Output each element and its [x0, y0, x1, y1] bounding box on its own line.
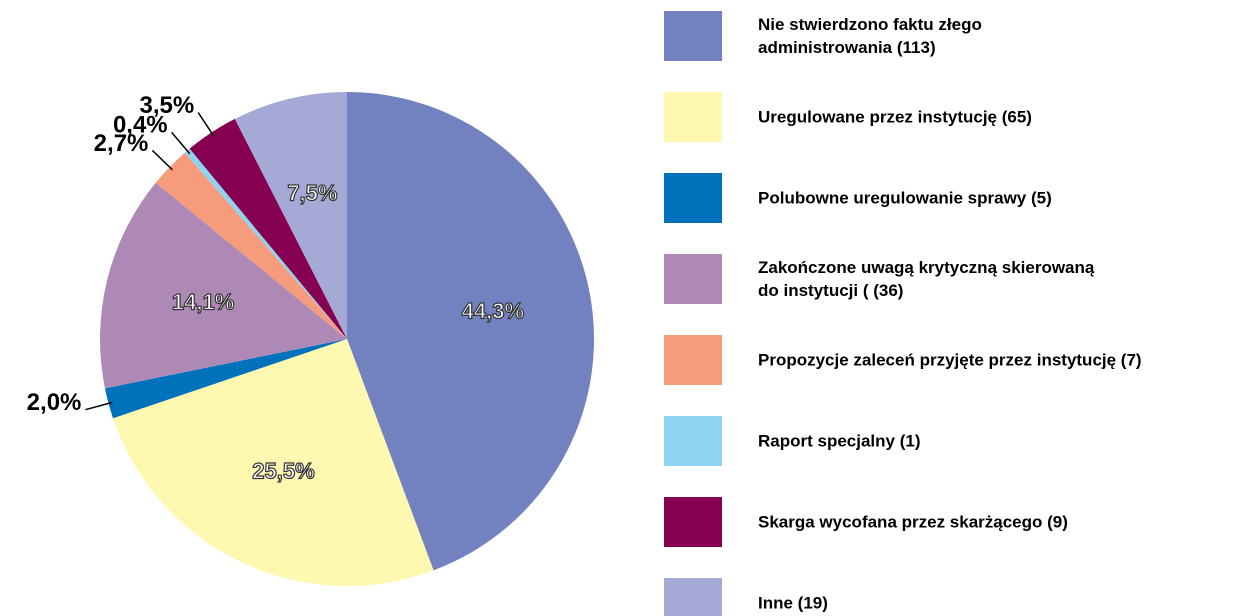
- legend-label: Skarga wycofana przez skarżącego (9): [758, 512, 1068, 532]
- pie-slice: [189, 118, 347, 339]
- slice-label: 7,5%: [287, 181, 337, 206]
- pie-slice: [113, 339, 434, 586]
- slice-label: 0,4%: [113, 112, 168, 139]
- legend-swatch: [664, 173, 722, 223]
- slice-label: 2,7%: [94, 130, 149, 157]
- pie-slice: [184, 148, 347, 339]
- leader-line: [85, 401, 113, 411]
- legend-label: Nie stwierdzono faktu złego administrowa…: [758, 15, 982, 57]
- slice-label: 3,5%: [140, 92, 195, 119]
- pie-slice: [104, 339, 347, 419]
- legend-swatch: [664, 92, 722, 142]
- slice-label: 25,5%: [252, 459, 314, 484]
- slice-label: 14,1%: [172, 289, 234, 314]
- pie-slice: [155, 152, 347, 339]
- pie-slice: [100, 182, 347, 389]
- legend-swatch: [664, 578, 722, 616]
- legend-label: Zakończone uwagą krytyczną skierowaną do…: [758, 258, 1095, 300]
- leader-line: [171, 131, 191, 155]
- legend-swatch: [664, 254, 722, 304]
- pie-slice: [234, 92, 347, 339]
- legend-label: Raport specjalny (1): [758, 431, 921, 451]
- legend-label: Inne (19): [758, 593, 828, 613]
- slice-label: 2,0%: [27, 389, 82, 416]
- leader-line: [197, 112, 215, 137]
- slice-label: 44,3%: [462, 298, 524, 323]
- legend-label: Uregulowane przez instytucję (65): [758, 107, 1032, 127]
- pie-slice: [347, 92, 594, 571]
- legend-label: Polubowne uregulowanie sprawy (5): [758, 188, 1052, 208]
- leader-line: [151, 149, 174, 171]
- legend-swatch: [664, 11, 722, 61]
- legend-swatch: [664, 497, 722, 547]
- legend-swatch: [664, 416, 722, 466]
- legend-swatch: [664, 335, 722, 385]
- legend-label: Propozycje zaleceń przyjęte przez instyt…: [758, 350, 1142, 370]
